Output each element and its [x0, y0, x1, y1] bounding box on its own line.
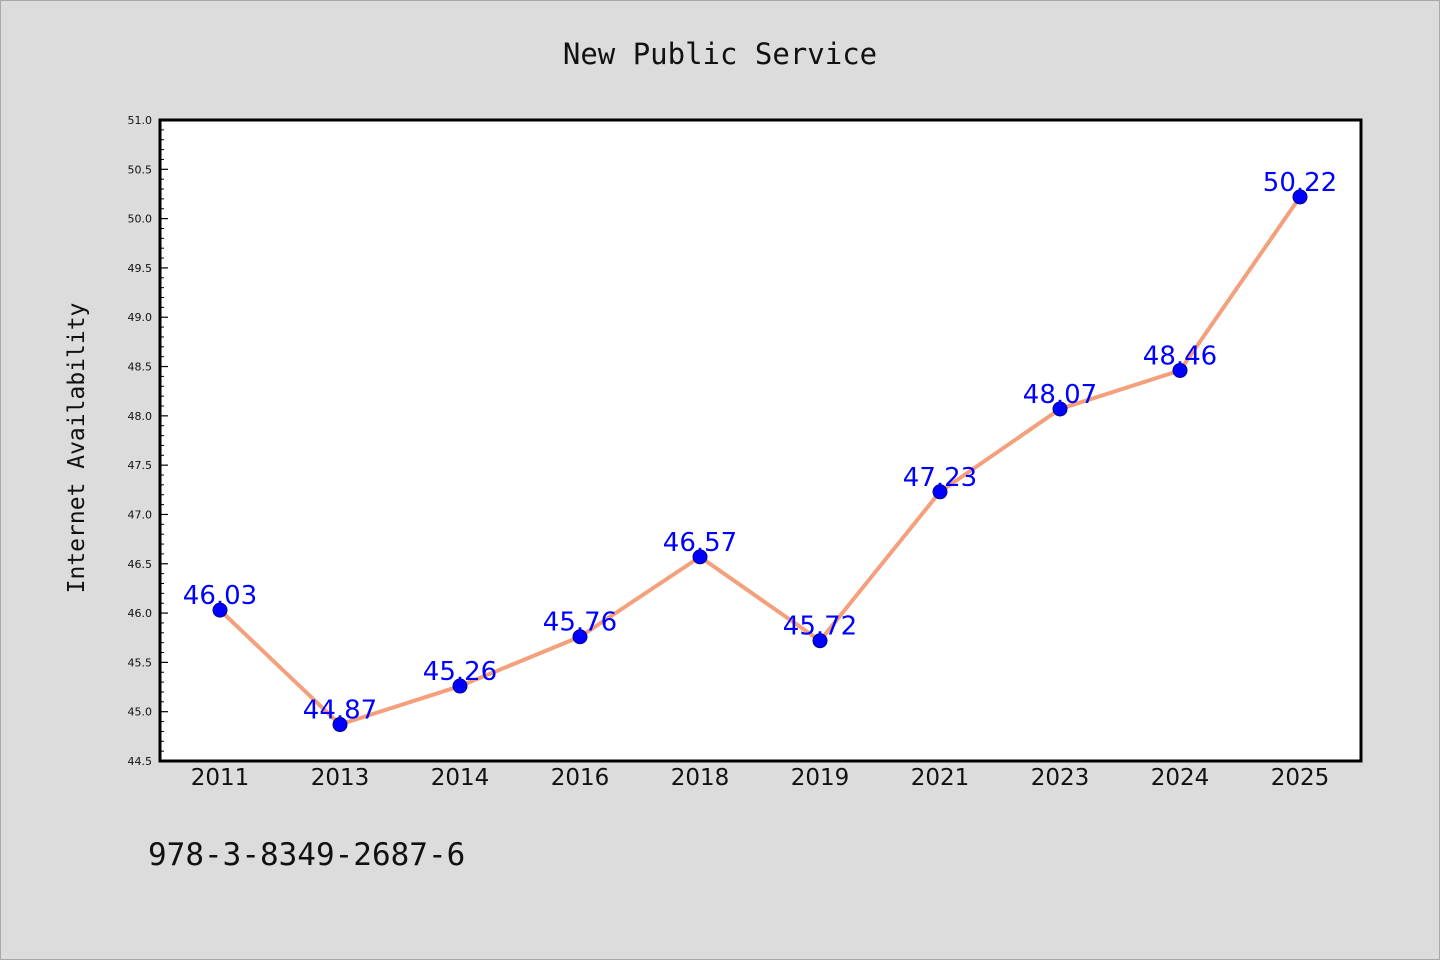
- plot-area: [158, 118, 1363, 763]
- y-tick-label: 48.5: [128, 361, 153, 374]
- y-tick-label: 48.0: [128, 410, 153, 423]
- data-label: 50.22: [1263, 168, 1337, 198]
- data-point: [932, 484, 948, 500]
- data-point: [1292, 189, 1308, 205]
- x-tick-label: 2021: [911, 765, 970, 791]
- data-label: 48.07: [1023, 380, 1097, 410]
- x-tick-label: 2014: [431, 765, 490, 791]
- isbn-footer: 978-3-8349-2687-6: [148, 837, 465, 873]
- data-points: [212, 189, 1308, 733]
- y-tick-label: 50.5: [128, 163, 153, 176]
- x-tick-label: 2024: [1151, 765, 1210, 791]
- x-axis: 2011 2013 2014 2016 2018 2019 2021 2023 2024 2025: [191, 765, 1330, 791]
- y-tick-label: 46.0: [128, 607, 153, 620]
- data-label: 44.87: [303, 696, 377, 726]
- x-tick-label: 2011: [191, 765, 250, 791]
- data-label: 45.76: [543, 608, 617, 638]
- data-label: 45.72: [783, 612, 857, 642]
- y-tick-label: 46.5: [128, 558, 153, 571]
- data-point: [332, 717, 348, 733]
- y-tick-label: 49.5: [128, 262, 153, 275]
- y-axis: 44.5 45.0 45.5 46.0 46.5 47.0 47.5 48.0 48.5 49.0…: [128, 114, 168, 768]
- data-label: 47.23: [903, 463, 977, 493]
- data-point: [1052, 401, 1068, 417]
- y-tick-label: 44.5: [128, 755, 153, 768]
- x-tick-label: 2018: [671, 765, 730, 791]
- y-tick-label: 45.5: [128, 656, 153, 669]
- data-label: 46.57: [663, 528, 737, 558]
- x-tick-label: 2023: [1031, 765, 1090, 791]
- data-label: 46.03: [183, 581, 257, 611]
- y-tick-label: 47.0: [128, 508, 153, 521]
- data-point: [812, 633, 828, 649]
- series-line-group: [218, 194, 1302, 727]
- x-tick-label: 2016: [551, 765, 610, 791]
- x-tick-label: 2019: [791, 765, 850, 791]
- data-point: [452, 678, 468, 694]
- y-tick-label: 51.0: [128, 114, 153, 127]
- data-point: [1172, 362, 1188, 378]
- data-label: 45.26: [423, 657, 497, 687]
- chart-title: New Public Service: [563, 37, 877, 71]
- data-point: [212, 602, 228, 618]
- y-axis-label: Internet Availability: [64, 303, 90, 594]
- data-point: [572, 629, 588, 645]
- y-tick-label: 45.0: [128, 706, 153, 719]
- series-line: [218, 194, 1302, 727]
- y-tick-label: 50.0: [128, 213, 153, 226]
- x-tick-label: 2013: [311, 765, 370, 791]
- x-tick-label: 2025: [1271, 765, 1330, 791]
- y-tick-label: 49.0: [128, 311, 153, 324]
- y-tick-label: 47.5: [128, 459, 153, 472]
- data-labels: 46.03 44.87 45.26 45.76 46.57 45.72 47.23 48.07…: [183, 168, 1337, 726]
- data-label: 48.46: [1143, 341, 1217, 371]
- data-point: [692, 549, 708, 565]
